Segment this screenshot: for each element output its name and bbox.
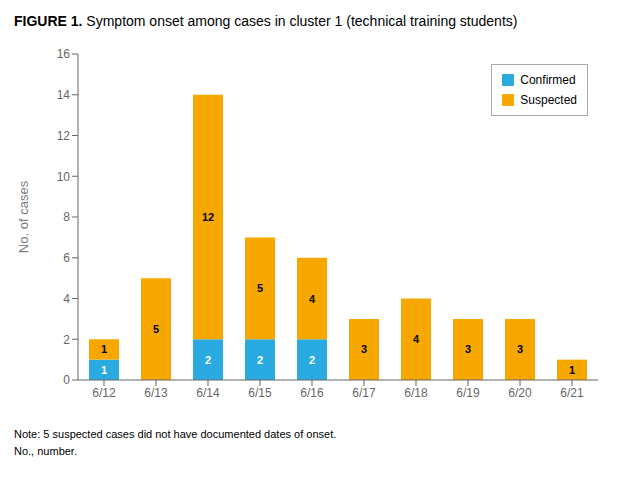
html-text:No., number.: No., number.: [14, 444, 77, 457]
svg-text:8: 8: [63, 210, 70, 224]
svg-text:3: 3: [517, 344, 523, 356]
html-text:Suspected: Suspected: [520, 93, 577, 108]
svg-text:4: 4: [413, 333, 420, 345]
svg-text:1: 1: [101, 364, 107, 376]
svg-text:4: 4: [63, 292, 70, 306]
svg-text:3: 3: [465, 344, 471, 356]
svg-text:6/14: 6/14: [196, 386, 220, 400]
svg-text:6/20: 6/20: [508, 386, 532, 400]
svg-text:6/18: 6/18: [404, 386, 428, 400]
svg-text:12: 12: [202, 211, 214, 223]
html-text:FIGURE 1. Symptom onset among: FIGURE 1. Symptom onset among cases in c…: [14, 13, 518, 29]
svg-text:2: 2: [309, 354, 315, 366]
svg-text:6: 6: [63, 251, 70, 265]
html-text:Note: 5 suspected cases did no: Note: 5 suspected cases did not have doc…: [14, 428, 337, 441]
svg-text:6/16: 6/16: [300, 386, 324, 400]
svg-text:6/19: 6/19: [456, 386, 480, 400]
svg-text:6/13: 6/13: [144, 386, 168, 400]
svg-text:1: 1: [569, 364, 575, 376]
svg-text:No. of cases: No. of cases: [16, 181, 31, 254]
svg-text:14: 14: [57, 88, 71, 102]
svg-text:6/21: 6/21: [560, 386, 584, 400]
html-text:Confirmed: Confirmed: [520, 73, 576, 88]
svg-text:4: 4: [309, 293, 316, 305]
svg-text:6/15: 6/15: [248, 386, 272, 400]
svg-text:6/17: 6/17: [352, 386, 376, 400]
svg-text:5: 5: [153, 323, 159, 335]
svg-text:10: 10: [57, 170, 71, 184]
svg-text:3: 3: [361, 344, 367, 356]
svg-text:2: 2: [257, 354, 263, 366]
svg-text:6/12: 6/12: [92, 386, 116, 400]
svg-text:16: 16: [57, 47, 71, 61]
svg-text:1: 1: [101, 344, 107, 356]
svg-text:12: 12: [57, 129, 71, 143]
svg-text:0: 0: [63, 373, 70, 387]
svg-text:5: 5: [257, 283, 263, 295]
svg-text:2: 2: [205, 354, 211, 366]
svg-text:2: 2: [63, 333, 70, 347]
